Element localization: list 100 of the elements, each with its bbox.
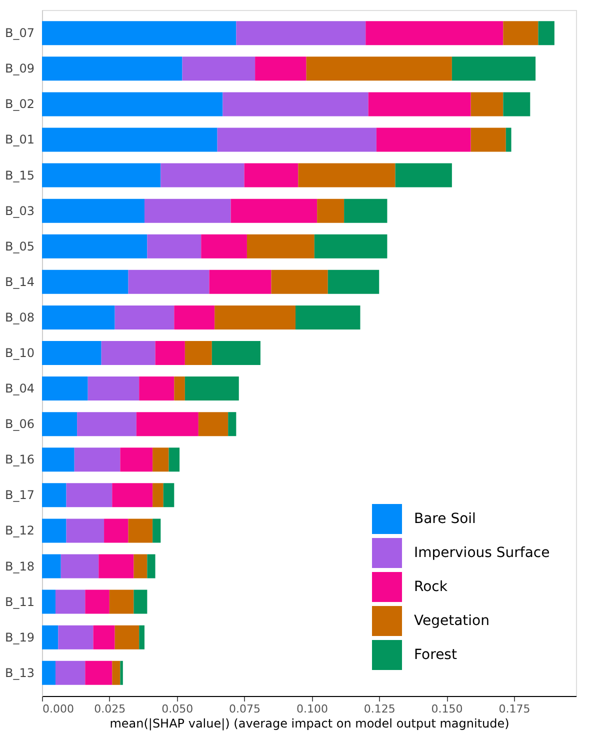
bar: [152, 448, 169, 472]
bar: [42, 163, 161, 188]
bar: [93, 625, 115, 650]
bar: [214, 305, 296, 330]
y-tick-label: B_15: [4, 168, 34, 182]
y-tick-label: B_06: [4, 417, 34, 432]
bar: [74, 448, 120, 472]
bar: [85, 660, 112, 685]
bar: [198, 412, 228, 436]
y-tick-label: B_17: [4, 488, 34, 502]
y-tick-label: B_03: [4, 204, 34, 218]
bar: [139, 625, 144, 650]
bar: [201, 234, 247, 258]
bar: [306, 56, 452, 81]
bar: [42, 21, 236, 46]
bar: [114, 625, 140, 650]
x-tick-label: 0.075: [229, 702, 261, 716]
bar: [42, 305, 115, 330]
bar: [212, 341, 260, 365]
bar: [66, 483, 112, 508]
bar: [55, 590, 86, 614]
bar: [114, 305, 174, 330]
bar: [42, 625, 58, 650]
bar: [42, 590, 56, 614]
legend-label: Impervious Surface: [414, 545, 550, 561]
y-tick-label: B_12: [4, 524, 34, 538]
x-tick-label: 0.100: [296, 702, 328, 716]
bar: [209, 270, 272, 294]
bar: [147, 554, 156, 578]
bar: [344, 198, 388, 223]
y-tick-label: B_05: [4, 239, 34, 254]
y-tick-label: B_19: [4, 630, 34, 644]
bar: [42, 341, 102, 365]
bar: [42, 554, 61, 578]
bar: [128, 518, 153, 543]
legend-label: Vegetation: [414, 613, 490, 629]
y-tick-label: B_16: [4, 452, 34, 467]
bar: [128, 270, 210, 294]
bar: [58, 625, 94, 650]
bar: [104, 518, 128, 543]
y-tick-label: B_13: [4, 666, 34, 680]
bar: [88, 376, 140, 401]
bar: [136, 412, 198, 436]
bar: [376, 128, 471, 152]
y-tick-label: B_10: [4, 346, 34, 360]
bar: [42, 412, 78, 436]
bar: [112, 483, 153, 508]
bar: [230, 198, 318, 223]
bar: [155, 341, 185, 365]
bar: [77, 412, 136, 436]
y-tick-label: B_01: [4, 132, 34, 147]
bar: [298, 163, 396, 188]
bar: [184, 341, 212, 365]
bar: [503, 92, 530, 116]
bar: [174, 376, 185, 401]
bar: [109, 590, 134, 614]
y-tick-label: B_04: [4, 382, 34, 396]
bar: [236, 21, 366, 46]
y-tick-label: B_18: [4, 559, 34, 574]
bar: [538, 21, 554, 46]
bar: [244, 163, 298, 188]
bar: [60, 554, 99, 578]
bar: [139, 376, 174, 401]
bar: [228, 412, 236, 436]
x-tick-label: 0.175: [498, 702, 530, 716]
bar: [147, 234, 202, 258]
y-tick-label: B_08: [4, 310, 34, 324]
bar: [296, 305, 360, 330]
x-tick-label: 0.000: [42, 702, 74, 716]
bar: [452, 56, 536, 81]
bar: [503, 21, 538, 46]
bar: [182, 56, 256, 81]
bar: [66, 518, 104, 543]
y-tick-label: B_14: [4, 274, 34, 289]
bar: [42, 660, 56, 685]
bar: [314, 234, 388, 258]
bar: [217, 128, 376, 152]
bar: [317, 198, 344, 223]
bar: [112, 660, 120, 685]
legend-label: Bare Soil: [414, 511, 476, 527]
bar: [271, 270, 328, 294]
y-tick-label: B_02: [4, 97, 34, 112]
legend-label: Rock: [414, 579, 448, 595]
x-tick-label: 0.125: [364, 702, 396, 716]
bar: [470, 128, 506, 152]
x-tick-label: 0.050: [162, 702, 194, 716]
bar: [55, 660, 86, 685]
y-tick-label: B_09: [4, 62, 34, 76]
bar: [470, 92, 504, 116]
bar: [120, 660, 123, 685]
x-tick-label: 0.150: [431, 702, 463, 716]
bar: [42, 483, 66, 508]
bar: [101, 341, 156, 365]
bar: [42, 128, 218, 152]
bar: [134, 554, 148, 578]
bar: [98, 554, 134, 578]
bar: [160, 163, 244, 188]
bar: [42, 198, 144, 223]
y-tick-label: B_07: [4, 26, 34, 40]
legend-label: Forest: [414, 647, 458, 663]
